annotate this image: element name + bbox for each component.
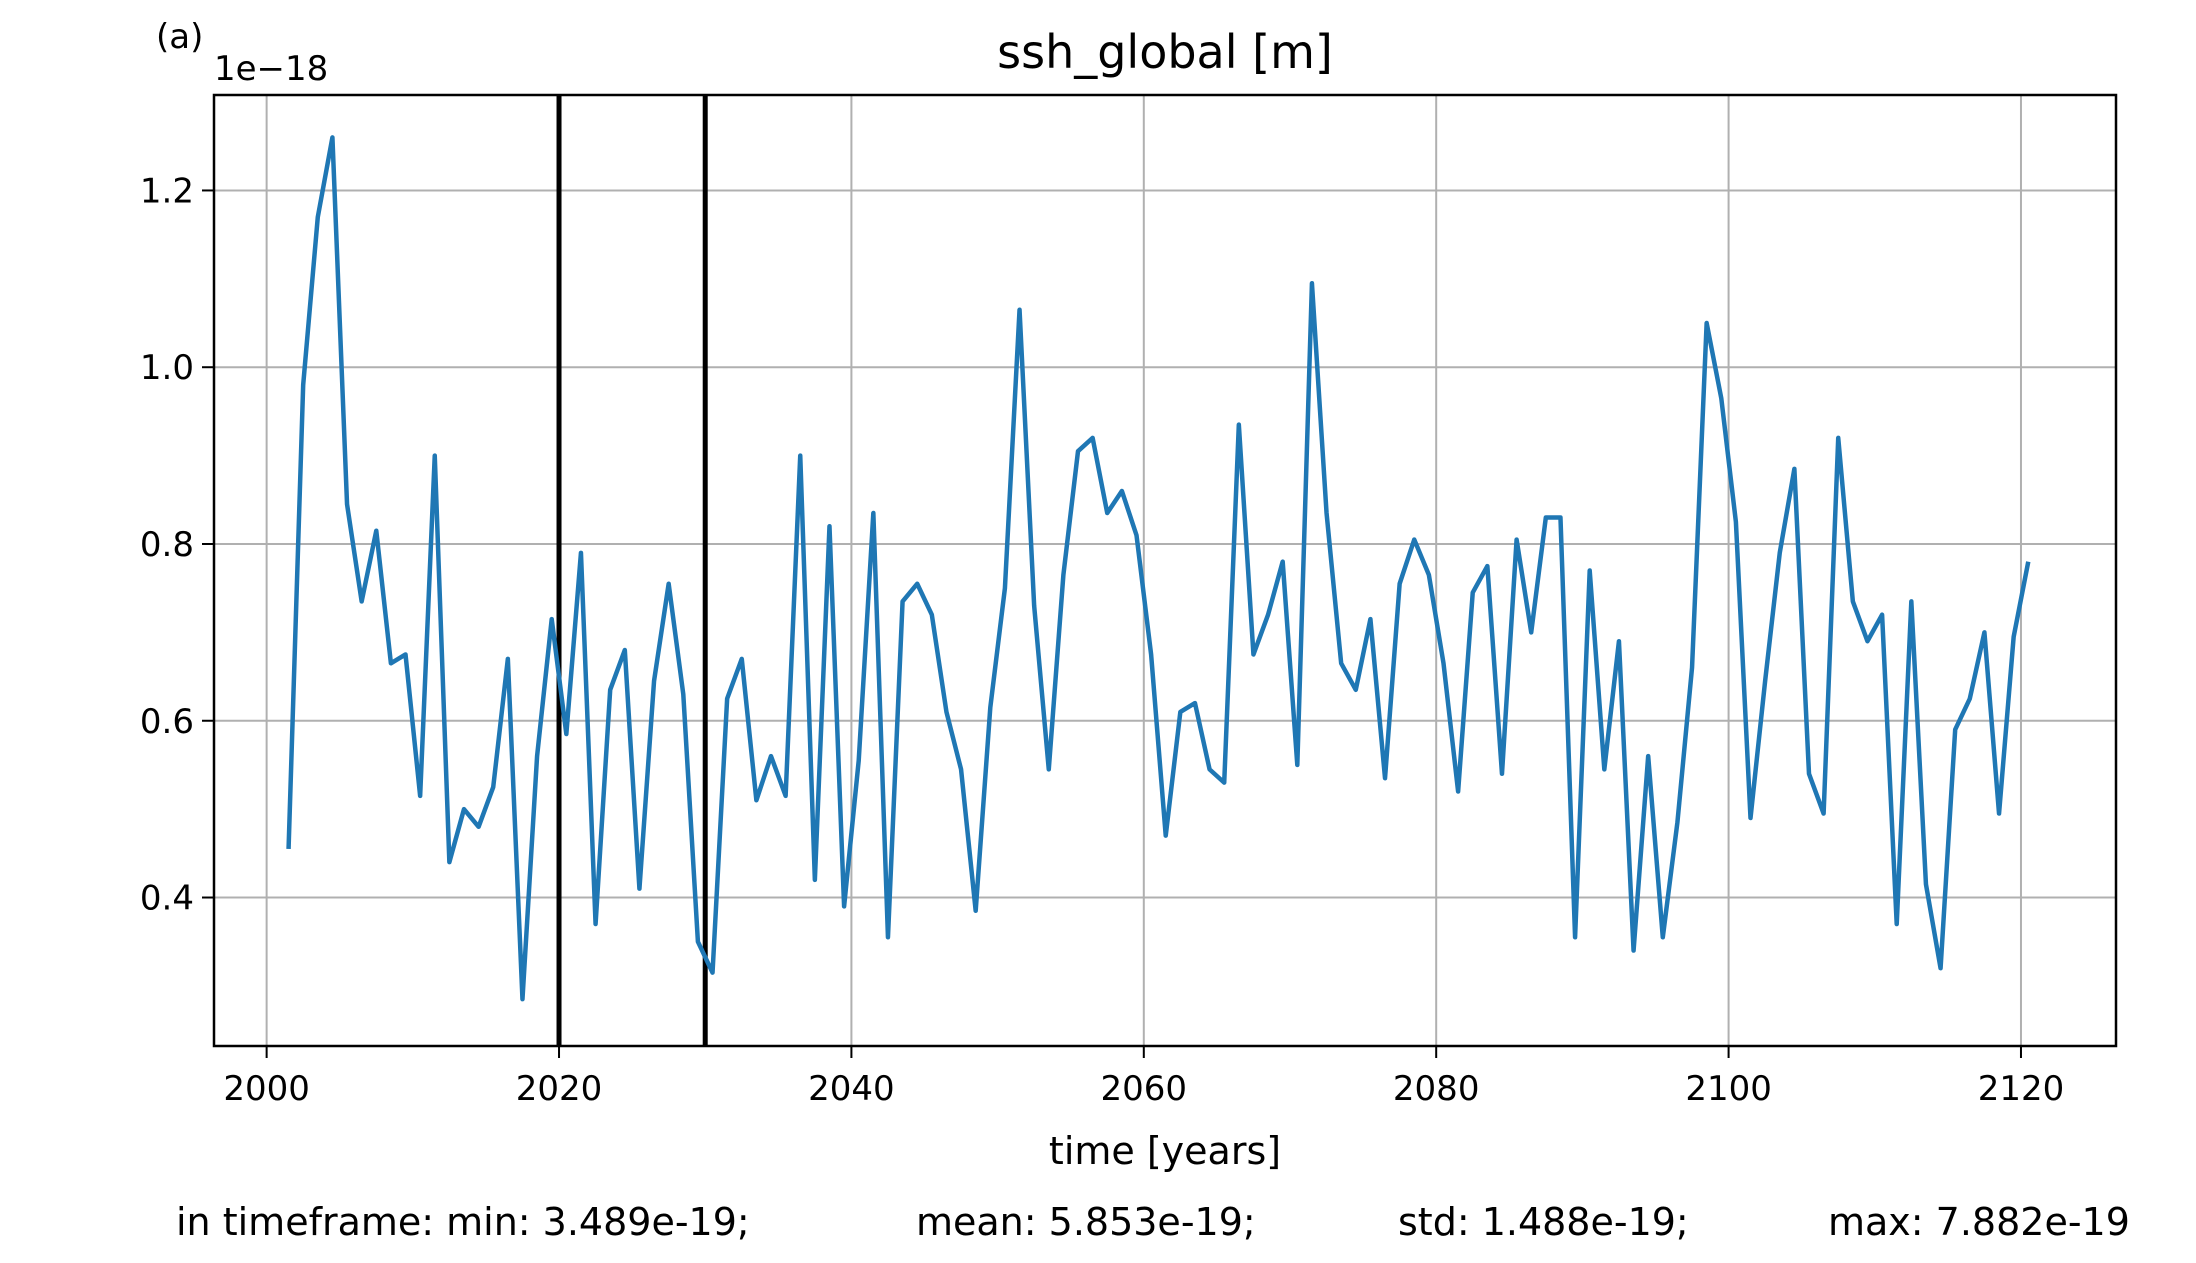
- series-group: [286, 135, 2031, 1002]
- y-tick-label: 1.2: [140, 171, 194, 211]
- y-tick-label: 1.0: [140, 348, 194, 388]
- x-axis-label: time [years]: [1049, 1129, 1281, 1173]
- plot-frame: [212, 93, 2118, 1048]
- y-offset-label: 1e−18: [214, 49, 328, 89]
- stat-max: max: 7.882e-19: [1828, 1200, 2130, 1244]
- x-tick-label: 2000: [223, 1069, 310, 1109]
- reference-lines: [556, 95, 708, 1046]
- x-axis: 2000 2020 2040 2060 2080 2100 2120: [223, 1046, 2064, 1109]
- y-tick-label: 0.6: [140, 702, 194, 742]
- x-tick-label: 2020: [516, 1069, 603, 1109]
- x-tick-label: 2080: [1393, 1069, 1480, 1109]
- y-tick-label: 0.4: [140, 879, 194, 919]
- y-tick-label: 0.8: [140, 525, 194, 565]
- x-tick-label: 2060: [1101, 1069, 1188, 1109]
- series-line: [286, 135, 2031, 1002]
- chart-title: ssh_global [m]: [997, 25, 1333, 79]
- x-tick-label: 2120: [1978, 1069, 2065, 1109]
- y-axis: 0.4 0.6 0.8 1.0 1.2: [140, 171, 214, 919]
- panel-label: (a): [156, 17, 203, 57]
- stat-mean: mean: 5.853e-19;: [916, 1200, 1256, 1244]
- x-tick-label: 2100: [1685, 1069, 1772, 1109]
- x-tick-label: 2040: [808, 1069, 895, 1109]
- stat-std: std: 1.488e-19;: [1398, 1200, 1689, 1244]
- stat-min: in timeframe: min: 3.489e-19;: [176, 1200, 750, 1244]
- grid: [214, 95, 2116, 1046]
